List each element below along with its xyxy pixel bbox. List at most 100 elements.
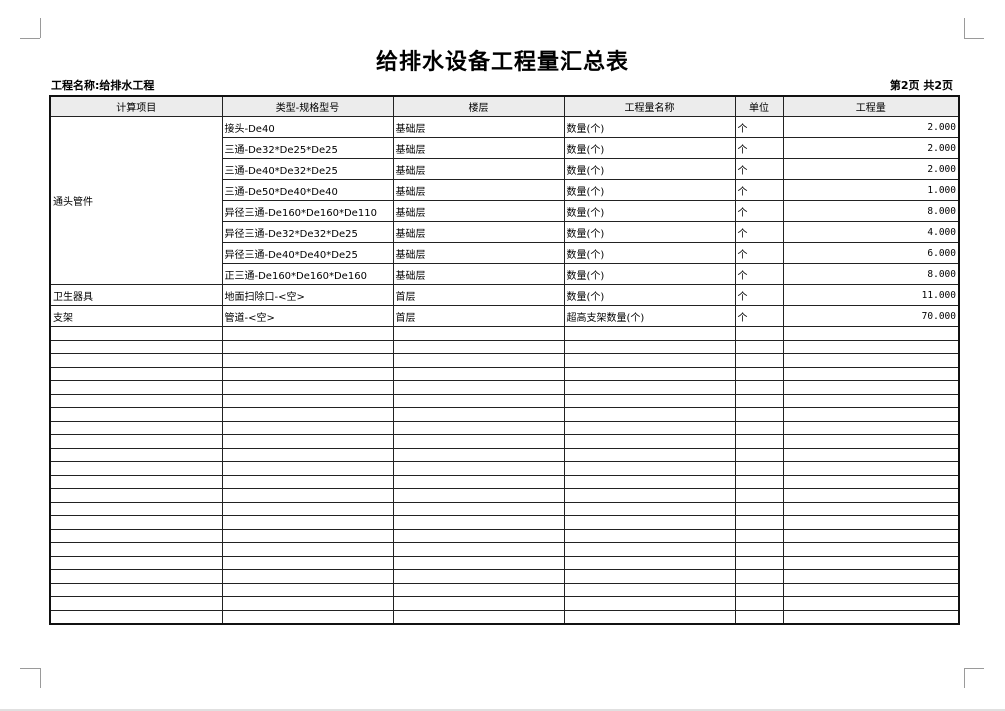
cell-floor: 基础层 — [392, 200, 565, 222]
empty-cell — [49, 353, 223, 368]
empty-cell — [563, 582, 736, 597]
empty-cell — [221, 380, 394, 395]
empty-cell — [392, 488, 565, 503]
empty-cell — [221, 569, 394, 584]
empty-cell — [221, 596, 394, 611]
cell-quantity: 2.000 — [782, 137, 960, 159]
cell-quantity-name: 数量(个) — [563, 116, 736, 138]
table-row: 通头管件 接头-De40 基础层 数量(个) 个 2.000 — [49, 116, 960, 285]
empty-cell — [734, 380, 784, 395]
empty-cell — [49, 434, 223, 449]
cell-floor: 基础层 — [392, 158, 565, 180]
empty-cell — [563, 542, 736, 557]
table-row: 支架 管道-<空> 首层 超高支架数量(个) 个 70.000 — [49, 305, 960, 327]
empty-cell — [782, 515, 960, 530]
empty-cell — [49, 528, 223, 543]
empty-cell — [392, 515, 565, 530]
empty-cell — [221, 542, 394, 557]
empty-cell — [49, 609, 223, 625]
empty-cell — [782, 420, 960, 435]
empty-cell — [782, 434, 960, 449]
empty-row — [49, 447, 960, 462]
crop-mark-bl-v — [40, 668, 41, 688]
empty-cell — [563, 596, 736, 611]
empty-row — [49, 528, 960, 543]
empty-row — [49, 488, 960, 503]
empty-cell — [221, 447, 394, 462]
cell-floor: 基础层 — [392, 242, 565, 264]
cell-spec: 管道-<空> — [221, 305, 394, 327]
col-header: 楼层 — [392, 95, 565, 117]
crop-mark-br-v — [964, 668, 965, 688]
empty-cell — [221, 339, 394, 354]
empty-cell — [563, 326, 736, 341]
crop-mark-br-h — [964, 668, 984, 669]
empty-cell — [734, 555, 784, 570]
empty-row — [49, 515, 960, 530]
empty-cell — [392, 353, 565, 368]
crop-mark-tl-v — [40, 18, 41, 38]
empty-cell — [563, 339, 736, 354]
empty-cell — [782, 528, 960, 543]
empty-cell — [563, 393, 736, 408]
empty-row — [49, 609, 960, 625]
empty-cell — [221, 501, 394, 516]
empty-cell — [392, 326, 565, 341]
empty-cell — [392, 569, 565, 584]
empty-cell — [782, 474, 960, 489]
cell-quantity: 8.000 — [782, 263, 960, 285]
empty-cell — [392, 542, 565, 557]
cell-floor: 基础层 — [392, 221, 565, 243]
empty-cell — [734, 609, 784, 625]
empty-cell — [392, 420, 565, 435]
empty-cell — [563, 501, 736, 516]
empty-cell — [49, 339, 223, 354]
cell-spec: 三通-De40*De32*De25 — [221, 158, 394, 180]
empty-cell — [734, 339, 784, 354]
empty-cell — [49, 555, 223, 570]
empty-cell — [734, 515, 784, 530]
empty-cell — [782, 542, 960, 557]
empty-cell — [49, 582, 223, 597]
empty-row — [49, 461, 960, 476]
cell-unit: 个 — [734, 158, 784, 180]
empty-cell — [49, 542, 223, 557]
cell-quantity: 2.000 — [782, 116, 960, 138]
summary-table: 计算项目 类型-规格型号 楼层 工程量名称 单位 工程量 通头管件 接头-De40… — [49, 95, 960, 625]
empty-row — [49, 420, 960, 435]
cell-item: 支架 — [49, 305, 223, 327]
empty-cell — [734, 501, 784, 516]
empty-cell — [782, 380, 960, 395]
table-row: 正三通-De160*De160*De160 基础层 数量(个) 个 8.000 — [50, 263, 960, 285]
empty-cell — [563, 555, 736, 570]
cell-unit: 个 — [734, 137, 784, 159]
cell-floor: 基础层 — [392, 263, 565, 285]
empty-cell — [734, 582, 784, 597]
crop-mark-tl-h — [20, 38, 40, 39]
cell-quantity-name: 数量(个) — [563, 284, 736, 306]
cell-unit: 个 — [734, 221, 784, 243]
cell-quantity: 2.000 — [782, 158, 960, 180]
cell-unit: 个 — [734, 263, 784, 285]
empty-cell — [221, 420, 394, 435]
empty-cell — [563, 380, 736, 395]
empty-cell — [782, 609, 960, 625]
cell-quantity: 70.000 — [782, 305, 960, 327]
empty-cell — [782, 488, 960, 503]
cell-unit: 个 — [734, 305, 784, 327]
col-header: 计算项目 — [49, 95, 223, 117]
empty-cell — [392, 393, 565, 408]
empty-cell — [734, 488, 784, 503]
empty-cell — [392, 434, 565, 449]
empty-cell — [782, 326, 960, 341]
empty-cell — [392, 501, 565, 516]
cell-spec: 异径三通-De160*De160*De110 — [221, 200, 394, 222]
report-title: 给排水设备工程量汇总表 — [375, 49, 629, 75]
empty-row — [49, 596, 960, 611]
empty-cell — [392, 555, 565, 570]
empty-cell — [782, 596, 960, 611]
project-name: 工程名称:给排水工程 — [51, 79, 155, 92]
empty-cell — [563, 420, 736, 435]
empty-row — [49, 339, 960, 354]
empty-cell — [734, 569, 784, 584]
